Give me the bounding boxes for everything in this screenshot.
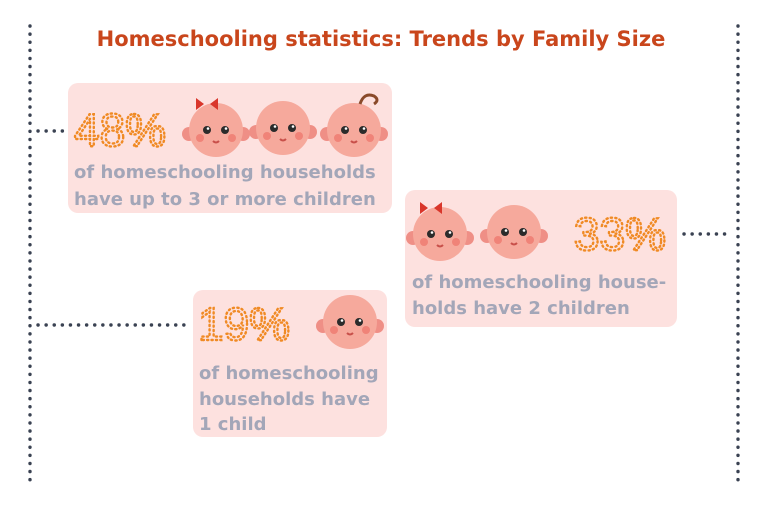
bow: [196, 98, 218, 110]
caption: holds have 2 children: [412, 298, 630, 319]
percent: 33%: [574, 208, 666, 260]
caption: have up to 3 or more children: [74, 189, 376, 210]
percent: 19%: [198, 298, 290, 350]
curl: [358, 93, 379, 106]
caption: of homeschooling: [199, 363, 379, 384]
bow: [420, 202, 442, 214]
caption: of homeschooling households: [74, 162, 376, 183]
card-bg: [405, 190, 677, 327]
percent: 48%: [74, 104, 166, 156]
caption: of homeschooling house-: [412, 272, 666, 293]
caption: households have: [199, 389, 370, 410]
card: 48% of homeschooling households have up …: [68, 83, 392, 213]
card: 19% of homeschooling households have 1 c…: [193, 290, 387, 437]
card: 33% of homeschooling house- holds have 2…: [405, 190, 677, 327]
caption: 1 child: [199, 414, 267, 435]
title: Homeschooling statistics: Trends by Fami…: [97, 27, 666, 51]
